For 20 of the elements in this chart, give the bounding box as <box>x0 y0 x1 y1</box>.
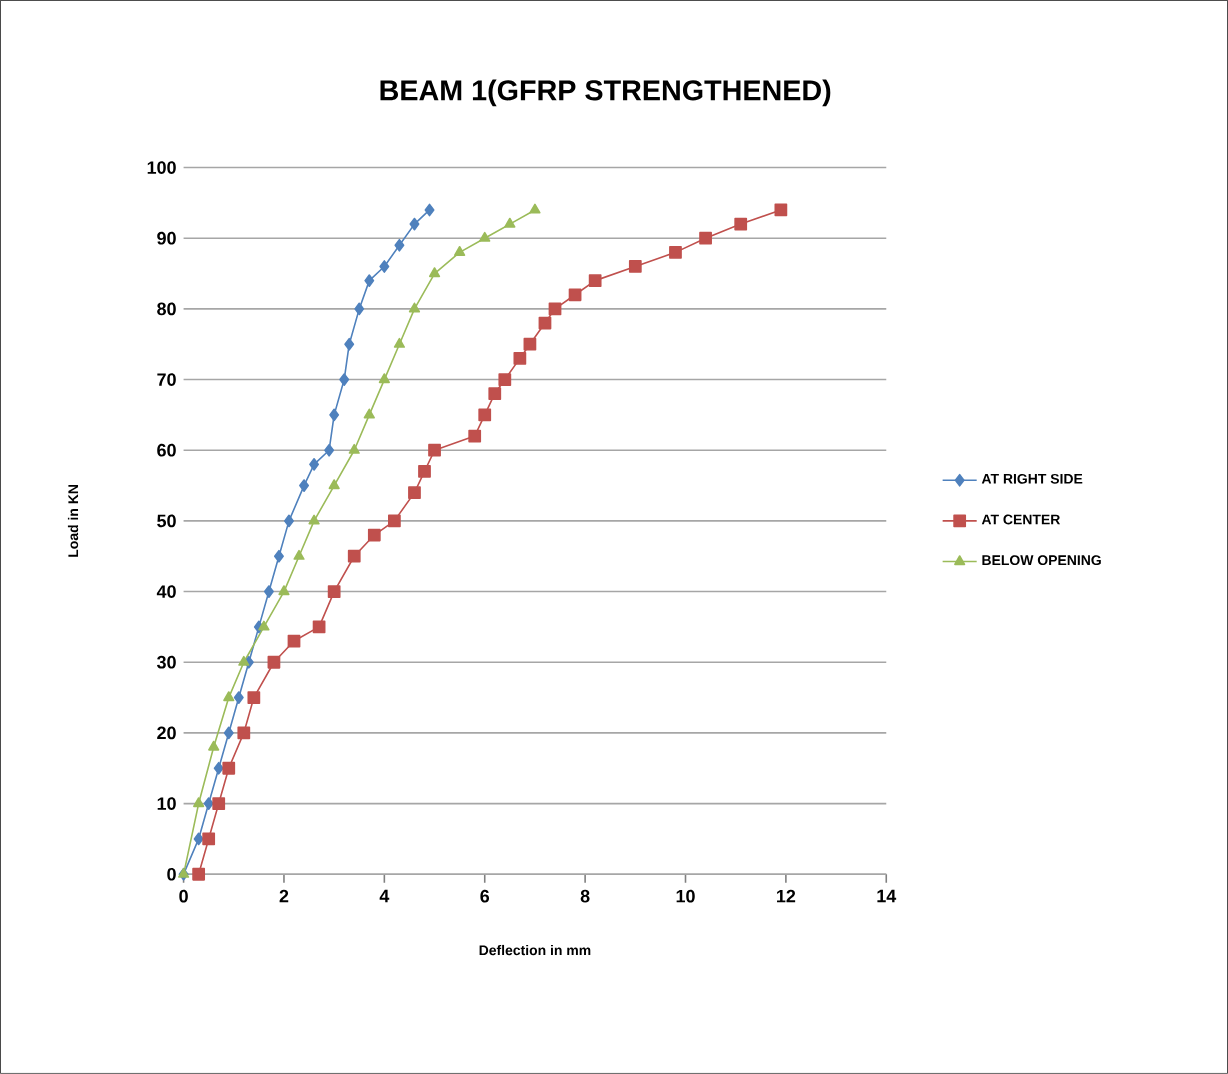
x-tick-label: 4 <box>379 889 390 903</box>
y-tick-label: 30 <box>156 655 176 669</box>
y-tick-label: 50 <box>157 514 176 528</box>
chart-title: BEAM 1(GFRP STRENGTHENED) <box>380 79 831 107</box>
y-tick-label: 70 <box>157 373 176 386</box>
x-tick-label: 10 <box>676 889 695 903</box>
y-tick-label: 40 <box>156 585 176 598</box>
y-tick-label: 0 <box>167 867 176 881</box>
y-tick-label: 100 <box>147 161 176 174</box>
y-tick-label: 20 <box>157 726 176 740</box>
y-tick-label: 90 <box>157 231 176 245</box>
x-tick-label: 2 <box>279 889 289 903</box>
x-tick-label: 14 <box>877 889 897 903</box>
x-tick-label: 8 <box>580 889 590 903</box>
y-tick-label: 60 <box>157 443 176 457</box>
x-tick-label: 0 <box>179 889 188 903</box>
y-tick-label: 80 <box>157 302 176 316</box>
x-tick-label: 12 <box>777 889 796 903</box>
x-tick-label: 6 <box>480 889 490 903</box>
y-tick-label: 10 <box>157 797 176 811</box>
